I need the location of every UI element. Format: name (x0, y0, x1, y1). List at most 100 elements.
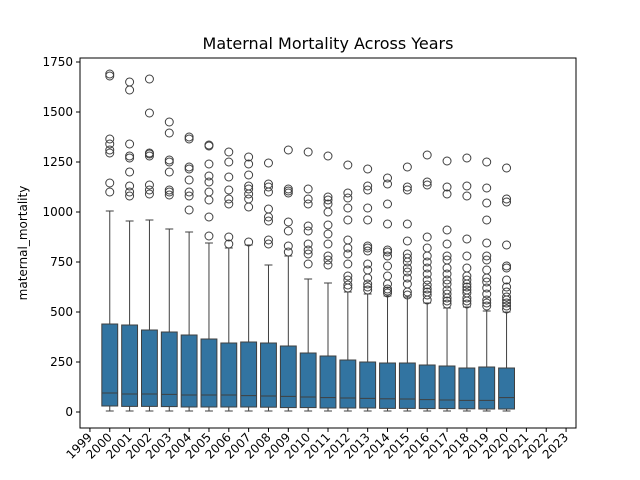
outlier-point (422, 177, 432, 187)
box-2010 (299, 147, 317, 412)
outlier-point (462, 275, 472, 285)
outlier-point (482, 265, 492, 275)
outlier-point (422, 269, 432, 279)
outlier-point (125, 181, 135, 191)
outlier-point (402, 182, 412, 192)
outlier-point (125, 167, 135, 177)
outlier-point (422, 257, 432, 267)
outlier-point (482, 251, 492, 261)
box-iqr (279, 345, 297, 409)
outlier-point (502, 275, 512, 285)
outlier-point (105, 139, 115, 149)
outlier-point (184, 132, 194, 142)
outlier-point (502, 292, 512, 302)
outlier-point (402, 267, 412, 277)
outlier-point (323, 251, 333, 261)
outlier-point (303, 259, 313, 269)
outlier-point (343, 193, 353, 203)
outlier-point (502, 197, 512, 207)
outlier-point (263, 158, 273, 168)
outlier-point (402, 185, 412, 195)
box-2003 (160, 117, 178, 412)
outlier-point (442, 269, 452, 279)
outlier-point (144, 185, 154, 195)
box-2018 (458, 153, 476, 412)
outlier-point (502, 301, 512, 311)
outlier-point (303, 184, 313, 194)
outlier-point (502, 287, 512, 297)
outlier-point (105, 145, 115, 155)
outlier-point (502, 304, 512, 314)
outlier-point (482, 298, 492, 308)
outlier-point (422, 150, 432, 160)
outlier-point (125, 191, 135, 201)
y-tick-label: 750 (50, 255, 73, 269)
outlier-point (343, 235, 353, 245)
outlier-point (442, 182, 452, 192)
box-2013 (359, 164, 377, 412)
outlier-point (303, 239, 313, 249)
outlier-point (125, 187, 135, 197)
outlier-point (224, 185, 234, 195)
outlier-point (462, 181, 472, 191)
outlier-point (164, 185, 174, 195)
outlier-point (224, 239, 234, 249)
outlier-point (244, 181, 254, 191)
box-iqr (121, 324, 139, 407)
outlier-point (482, 198, 492, 208)
outlier-point (303, 194, 313, 204)
outlier-point (244, 159, 254, 169)
box-2012 (339, 160, 357, 412)
box-iqr (359, 361, 377, 409)
outlier-point (184, 191, 194, 201)
box-2015 (398, 162, 416, 412)
outlier-point (105, 134, 115, 144)
outlier-point (502, 194, 512, 204)
outlier-point (482, 255, 492, 265)
outlier-point (244, 152, 254, 162)
outlier-point (164, 190, 174, 200)
outlier-point (204, 212, 214, 222)
box-iqr (160, 331, 178, 408)
outlier-point (283, 226, 293, 236)
box-iqr (478, 366, 496, 410)
box-2017 (438, 156, 456, 412)
outlier-point (502, 261, 512, 271)
outlier-point (402, 273, 412, 283)
outlier-point (184, 162, 194, 172)
y-tick-label: 1500 (42, 105, 73, 119)
outlier-point (482, 277, 492, 287)
outlier-point (363, 265, 373, 275)
outlier-point (442, 225, 452, 235)
outlier-point (343, 215, 353, 225)
outlier-point (144, 74, 154, 84)
outlier-point (482, 295, 492, 305)
outlier-point (323, 195, 333, 205)
outlier-point (303, 245, 313, 255)
outlier-point (263, 239, 273, 249)
outlier-point (343, 259, 353, 269)
outlier-point (343, 160, 353, 170)
outlier-point (422, 284, 432, 294)
outlier-point (363, 282, 373, 292)
outlier-point (204, 177, 214, 187)
outlier-point (125, 77, 135, 87)
box-iqr (458, 367, 476, 410)
outlier-point (283, 247, 293, 257)
outlier-point (263, 235, 273, 245)
outlier-point (184, 205, 194, 215)
y-tick-label: 1250 (42, 155, 73, 169)
box-2005 (200, 140, 218, 412)
chart-title: Maternal Mortality Across Years (203, 34, 454, 53)
box-2008 (260, 158, 277, 412)
outlier-point (303, 249, 313, 259)
box-iqr (398, 362, 416, 409)
outlier-point (224, 172, 234, 182)
outlier-point (442, 296, 452, 306)
outlier-point (422, 287, 432, 297)
outlier-point (402, 290, 412, 300)
outlier-point (343, 271, 353, 281)
outlier-point (144, 180, 154, 190)
outlier-point (502, 282, 512, 292)
